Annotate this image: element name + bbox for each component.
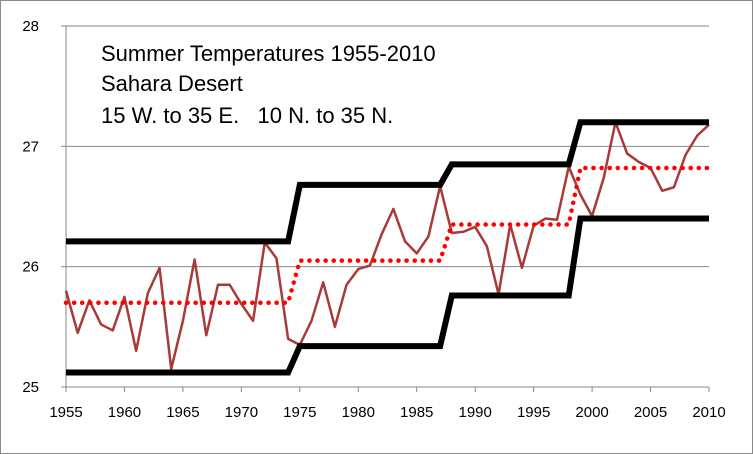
x-tick-label-1990: 1990 [458,404,491,421]
x-tick-label-1955: 1955 [49,404,82,421]
y-tick-label-27: 27 [22,138,39,155]
x-tick-label-1965: 1965 [166,404,199,421]
x-tick-label-1980: 1980 [342,404,375,421]
title-line-1: Summer Temperatures 1955-2010 [101,41,436,66]
x-tick-label-2010: 2010 [692,404,725,421]
series-lower-bound [66,215,709,376]
chart-title: Summer Temperatures 1955-2010 Sahara Des… [101,41,436,128]
y-tick-label-28: 28 [22,18,39,35]
axis-layer: 25 26 27 28 1955 1960 1965 1970 1975 1980 1985 1990… [22,18,725,421]
x-tick-label-1975: 1975 [283,404,316,421]
series-mean [63,165,712,306]
series-layer [63,119,712,376]
x-tick-label-1970: 1970 [225,404,258,421]
x-tick-label-1960: 1960 [108,404,141,421]
series-temperature [64,121,710,371]
x-tick-label-2005: 2005 [634,404,667,421]
x-tick-label-1985: 1985 [400,404,433,421]
title-line-3: 15 W. to 35 E. 10 N. to 35 N. [101,103,393,128]
title-line-2: Sahara Desert [101,71,243,96]
y-tick-label-26: 26 [22,259,39,276]
x-tick-label-1995: 1995 [517,404,550,421]
y-tick-label-25: 25 [22,379,39,396]
series-upper-bound [66,119,709,245]
x-tick-label-2000: 2000 [575,404,608,421]
